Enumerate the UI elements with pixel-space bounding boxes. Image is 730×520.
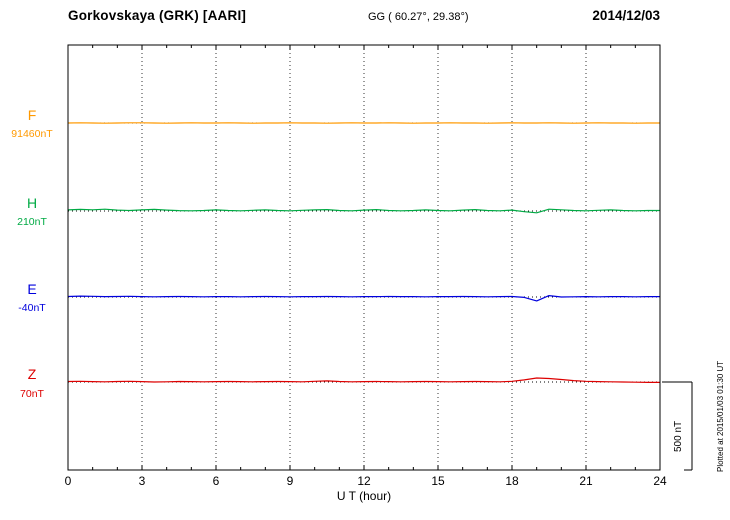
x-tick-label: 12 [357,474,371,488]
component-baseline-F: 91460nT [11,128,53,140]
geographic-coordinates: GG ( 60.27°, 29.38°) [368,11,469,23]
x-tick-label: 9 [287,474,294,488]
x-tick-label: 18 [505,474,519,488]
scale-bar-label: 500 nT [673,420,684,452]
plot-frame [67,44,661,471]
component-baseline-Z: 70nT [20,388,44,400]
component-baseline-E: -40nT [18,302,46,314]
station-title: Gorkovskaya (GRK) [AARI] [68,8,247,23]
x-tick-label: 24 [653,474,667,488]
component-label-F: F [27,107,37,123]
x-axis-title: U T (hour) [336,489,392,503]
component-label-Z: Z [27,366,37,382]
x-tick-label: 15 [431,474,445,488]
x-tick-label: 6 [213,474,220,488]
x-tick-label: 0 [65,474,72,488]
x-tick-label: 3 [139,474,146,488]
x-tick-label: 21 [579,474,593,488]
component-baseline-H: 210nT [17,216,47,228]
trace-H [67,208,660,214]
plotted-at-note: Plotted at 2015/01/03 01:30 UT [716,360,725,472]
component-label-E: E [27,281,37,297]
date-label: 2014/12/03 [592,8,660,23]
trace-Z [67,377,660,383]
trace-E [67,295,660,302]
component-label-H: H [26,195,38,211]
